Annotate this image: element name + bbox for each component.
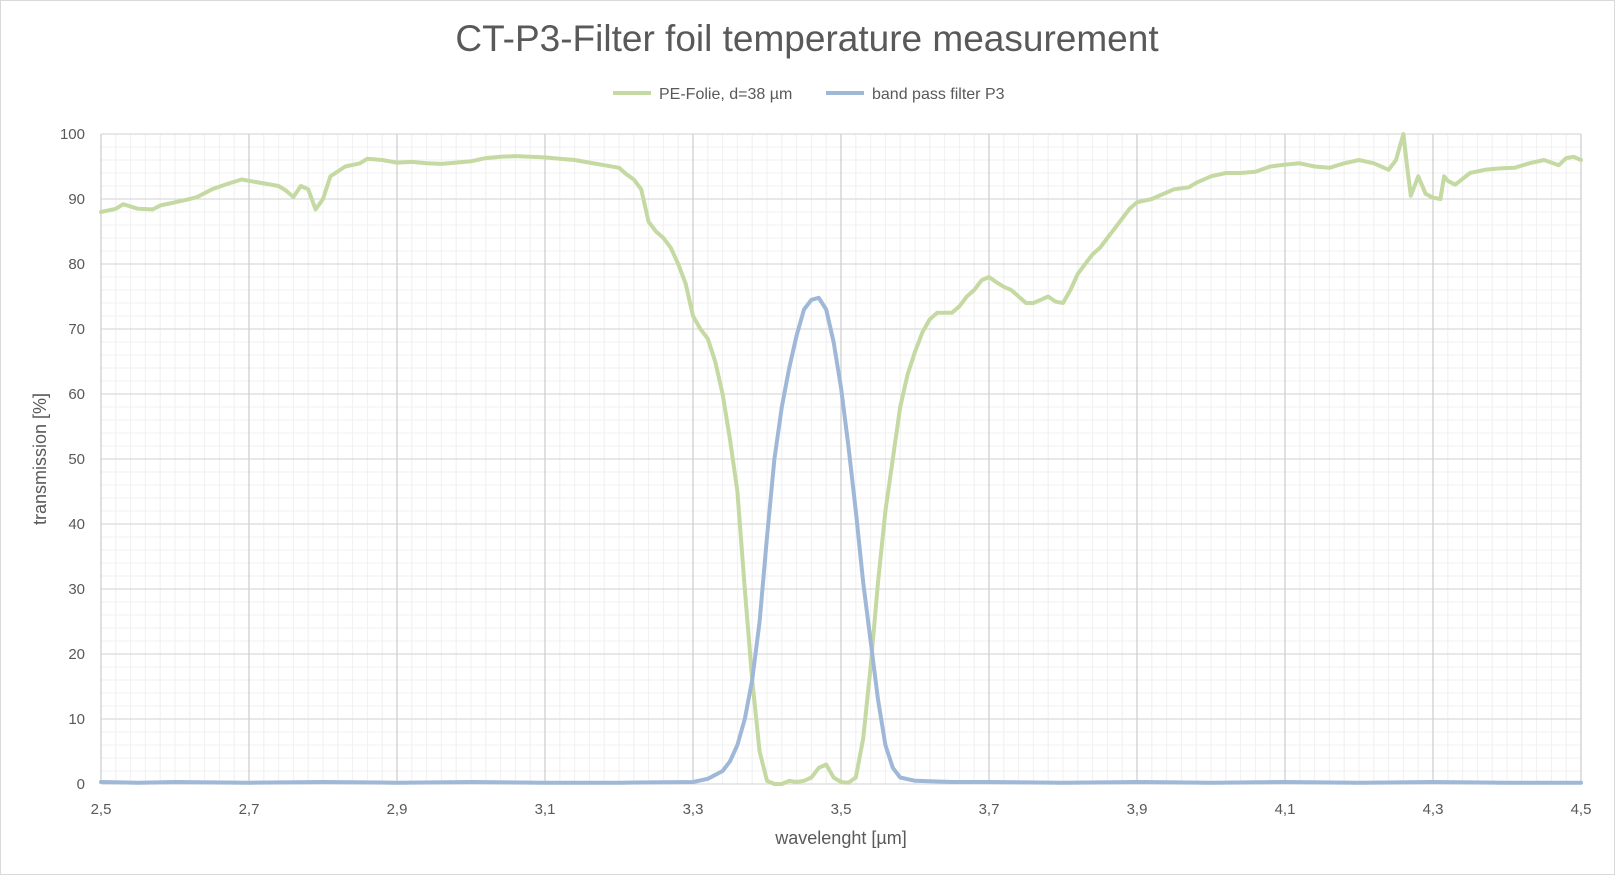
x-tick-label: 2,5 (91, 801, 112, 818)
series-line-pe-folie (99, 132, 1583, 786)
x-tick-labels: 2,5 2,7 2,9 3,1 3,3 3,5 3,7 3,9 4,1 4,3 4,5 (91, 801, 1592, 818)
x-tick-label: 4,1 (1275, 801, 1296, 818)
x-tick-label: 3,1 (535, 801, 556, 818)
y-tick-label: 60 (68, 386, 85, 403)
y-tick-label: 20 (68, 646, 85, 663)
y-axis-label: transmission [%] (30, 393, 50, 525)
y-tick-label: 50 (68, 451, 85, 468)
series-line-band-pass (99, 295, 1583, 785)
x-tick-label: 3,5 (831, 801, 852, 818)
y-tick-label: 10 (68, 711, 85, 728)
x-tick-label: 2,9 (387, 801, 408, 818)
legend-label-band-pass: band pass filter P3 (872, 86, 1005, 103)
y-tick-label: 80 (68, 256, 85, 273)
x-tick-label: 4,3 (1423, 801, 1444, 818)
y-tick-label: 0 (77, 776, 85, 793)
y-tick-label: 70 (68, 321, 85, 338)
legend-label-pe-folie: PE-Folie, d=38 µm (659, 86, 792, 103)
series-lines (99, 132, 1583, 786)
x-tick-label: 3,7 (979, 801, 1000, 818)
y-tick-label: 30 (68, 581, 85, 598)
x-tick-label: 2,7 (239, 801, 260, 818)
x-axis-label: wavelenght [µm] (774, 828, 906, 848)
legend: PE-Folie, d=38 µm band pass filter P3 (613, 86, 1005, 103)
x-tick-label: 3,9 (1127, 801, 1148, 818)
y-tick-label: 90 (68, 191, 85, 208)
x-tick-label: 3,3 (683, 801, 704, 818)
y-tick-labels: 0 10 20 30 40 50 60 70 80 90 100 (60, 126, 85, 793)
chart-title: CT-P3-Filter foil temperature measuremen… (455, 18, 1159, 59)
y-tick-label: 100 (60, 126, 85, 143)
x-tick-label: 4,5 (1571, 801, 1592, 818)
y-tick-label: 40 (68, 516, 85, 533)
